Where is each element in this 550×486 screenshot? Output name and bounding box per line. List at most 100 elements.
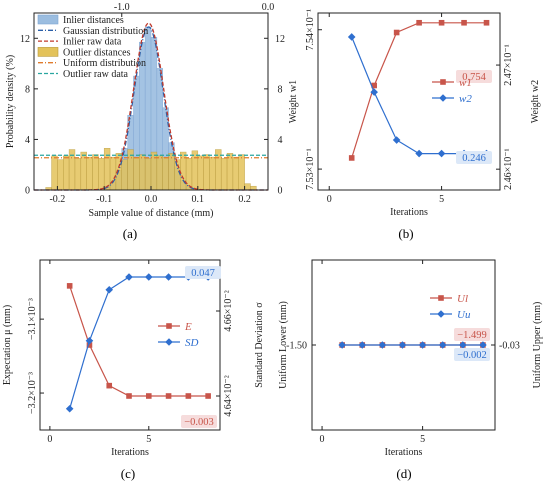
- y-tick-label-right: -0.03: [499, 341, 520, 352]
- series-line-w1: [351, 22, 487, 159]
- legend-swatch: [37, 47, 59, 57]
- series-point-Uu: [479, 341, 487, 349]
- series-point-w1: [461, 19, 467, 26]
- legend-entry: E: [184, 321, 192, 333]
- y-axis-title-right: Uniform Upper (mm): [532, 302, 543, 389]
- series-point-E: [165, 393, 172, 399]
- legend-entry: Outlier distances: [63, 47, 131, 58]
- series-point-E: [185, 393, 192, 399]
- outlier-bar: [191, 150, 199, 191]
- end-label-bg: [456, 151, 492, 164]
- y-tick-label-right: 2.47×10⁻¹: [503, 44, 514, 85]
- outlier-bar: [92, 154, 99, 191]
- outlier-bar: [57, 159, 64, 191]
- series-point-w2: [347, 33, 356, 41]
- panel-c-expectation-sd: 0 5 Iterations −3.2×10⁻³ −3.1×10⁻³ 4.64×10⁻² 4…: [2, 259, 265, 458]
- panel-b-weights: 0 5 Iterations 7.53×10⁻¹ 7.54×10⁻¹ 2.46×10⁻¹ 2…: [288, 9, 541, 218]
- legend-marker: [440, 79, 446, 85]
- series-point-SD: [105, 285, 114, 294]
- y-tick-label-left: 12: [20, 34, 30, 45]
- legend-entry: Uu: [457, 309, 471, 321]
- legend-marker: [438, 295, 444, 301]
- legend-swatch: [37, 14, 59, 25]
- series-point-E: [66, 283, 73, 289]
- series-point-w2: [392, 136, 401, 144]
- y-axis-title-left: Weight w1: [288, 80, 299, 123]
- outlier-bar: [144, 158, 152, 191]
- end-label: −0.003: [184, 417, 214, 428]
- x-tick-label: 0.0: [145, 194, 158, 205]
- x-tick-label: -0.1: [96, 194, 112, 205]
- outlier-bar: [103, 148, 111, 191]
- legend-entry: Inlier distances: [63, 15, 124, 26]
- legend-entry: w1: [459, 77, 472, 89]
- legend-entry: Ul: [457, 293, 468, 305]
- x-tick-label: 5: [146, 434, 151, 445]
- outlier-bar: [232, 156, 239, 191]
- series-point-Uu: [358, 341, 367, 349]
- x-tick-label: 5: [420, 434, 425, 445]
- outlier-bar: [156, 155, 163, 191]
- end-label: −1.499: [457, 330, 487, 341]
- x-tick-label: 0.1: [192, 194, 205, 205]
- y-tick-label-right: 4: [278, 135, 283, 146]
- outlier-bar: [220, 158, 228, 191]
- legend-marker: [166, 323, 172, 329]
- outlier-bar: [139, 154, 146, 191]
- series-point-SD: [65, 404, 74, 413]
- outlier-bar: [244, 183, 251, 191]
- series-point-w2: [415, 149, 423, 158]
- y-axis-title-left: Expectation μ (mm): [2, 305, 13, 385]
- series-point-Uu: [398, 341, 407, 349]
- series-point-w1: [416, 19, 422, 26]
- series-point-w1: [483, 19, 490, 26]
- series-point-SD: [144, 273, 153, 281]
- series-point-w1: [438, 19, 445, 26]
- y-tick-label-right: 4.66×10⁻²: [223, 290, 234, 331]
- y-tick-label-left: 7.53×10⁻¹: [305, 148, 316, 189]
- legend-marker: [439, 94, 447, 102]
- end-label-bg: [454, 328, 490, 341]
- series-point-E: [126, 393, 132, 399]
- panel-label-d: (d): [396, 466, 411, 481]
- series-point-SD: [164, 273, 173, 281]
- series-point-Uu: [418, 341, 427, 349]
- series-point-Uu: [338, 341, 346, 349]
- legend-entry: Outlier raw data: [63, 69, 129, 80]
- series-point-Uu: [438, 341, 447, 349]
- legend-entry: SD: [185, 337, 199, 349]
- series-point-Uu: [459, 341, 467, 349]
- end-label: 0.754: [462, 72, 486, 83]
- y-tick-label-left: −3.1×10⁻³: [27, 298, 38, 340]
- y-tick-label-right: 0: [278, 186, 283, 197]
- y-tick-label-right: 8: [278, 84, 283, 95]
- end-label-bg: [185, 266, 221, 279]
- y-tick-label-left: −3.2×10⁻³: [27, 372, 38, 414]
- legend-entry: Inlier raw data: [63, 37, 122, 48]
- series-point-SD: [125, 273, 133, 281]
- top-tick-label: -1.0: [114, 2, 130, 13]
- legend-marker: [437, 310, 445, 318]
- y-tick-label-right: 4.64×10⁻²: [223, 375, 234, 416]
- series-point-w2: [370, 88, 378, 96]
- panel-label-b: (b): [398, 226, 413, 241]
- outlier-bar: [162, 156, 169, 191]
- x-tick-label: 0: [320, 434, 325, 445]
- panel-label-c: (c): [121, 466, 135, 481]
- panel-label-a: (a): [123, 226, 137, 241]
- series-point-Uu: [378, 341, 387, 349]
- end-label-bg: [456, 70, 492, 83]
- y-axis-title-right: Standard Deviation σ: [254, 302, 265, 388]
- y-tick-label-left: 7.54×10⁻¹: [305, 9, 316, 50]
- top-tick-label: 0.0: [262, 2, 275, 13]
- panel-a-histogram: -0.2 -0.1 0.0 0.1 0.2 -1.0 0.0 0 4 8 12 0 4 8 12 Sample…: [5, 2, 285, 219]
- end-label: 0.047: [191, 268, 215, 279]
- legend-entry: Gaussian distribution: [63, 26, 148, 37]
- legend-marker: [165, 338, 173, 346]
- outlier-bar: [63, 155, 70, 191]
- x-tick-label: 5: [439, 194, 444, 205]
- series-point-SD: [85, 336, 94, 345]
- y-tick-label-left: 0: [25, 186, 30, 197]
- x-tick-label: 0: [327, 194, 332, 205]
